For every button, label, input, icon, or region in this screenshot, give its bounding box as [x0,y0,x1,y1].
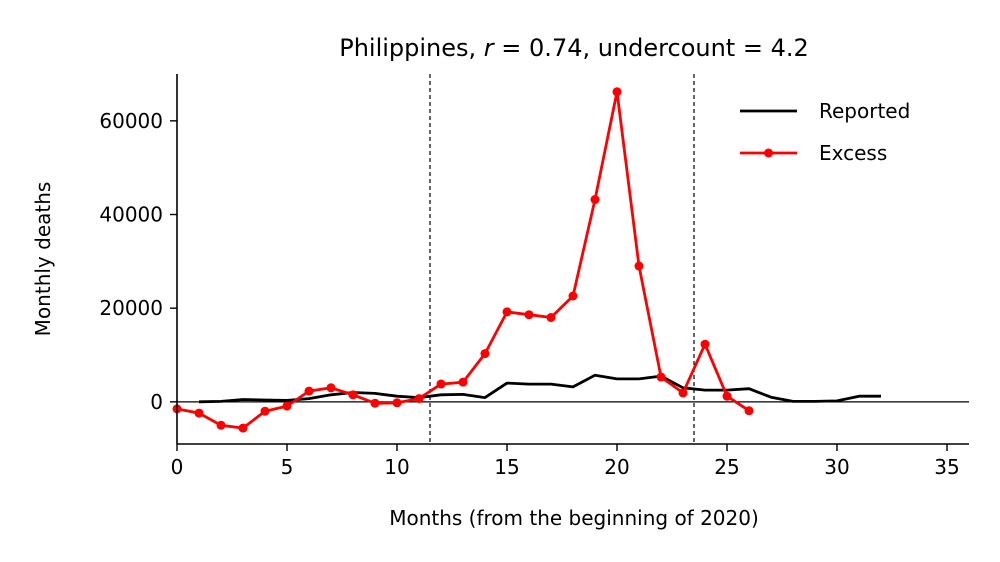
data-point-excess [194,408,204,418]
vertical-reference-lines [429,74,695,444]
data-point-excess [634,261,644,271]
data-point-excess [260,406,270,416]
data-point-excess [656,372,666,382]
x-axis-label: Months (from the beginning of 2020) [389,506,759,530]
x-tick-label: 20 [604,455,629,479]
data-point-excess [568,291,578,301]
series-line-reported [198,373,881,404]
chart-title: Philippines, r = 0.74, undercount = 4.2 [339,34,809,62]
data-point-excess [238,423,248,433]
data-point-excess [458,377,468,387]
legend-label-excess: Excess [819,141,887,165]
data-point-excess [590,195,600,205]
legend: Reported Excess [740,99,910,165]
legend-label-reported: Reported [819,99,910,123]
data-point-excess [524,310,534,320]
data-point-excess [216,420,226,430]
y-tick-label: 20000 [99,296,163,320]
x-tick-label: 30 [824,455,849,479]
data-point-excess [722,391,732,401]
data-point-excess [392,398,402,408]
y-tick-label: 0 [150,390,163,414]
x-tick-label: 35 [934,455,959,479]
data-point-excess [326,383,336,393]
data-point-excess [612,87,622,97]
data-point-excess [678,388,688,398]
data-point-excess [700,339,710,349]
data-point-excess [414,394,424,404]
data-point-excess [348,390,358,400]
y-axis-ticks: 0 20000 40000 60000 [99,109,177,414]
x-axis-ticks: 0 5 10 15 20 25 30 35 [171,444,960,479]
data-point-excess [546,313,556,323]
x-tick-label: 15 [494,455,519,479]
data-point-excess [480,349,490,359]
data-point-excess [744,406,754,416]
legend-marker-excess [764,148,773,158]
x-tick-label: 0 [171,455,184,479]
y-tick-label: 60000 [99,109,163,133]
data-point-excess [502,307,512,317]
data-point-excess [370,398,380,408]
y-tick-label: 40000 [99,203,163,227]
series-layer [172,87,881,433]
x-tick-label: 25 [714,455,739,479]
x-tick-label: 5 [281,455,294,479]
data-point-excess [304,386,314,396]
y-axis-label: Monthly deaths [31,182,55,337]
x-tick-label: 10 [384,455,409,479]
data-point-excess [436,379,446,389]
data-point-excess [282,401,292,411]
